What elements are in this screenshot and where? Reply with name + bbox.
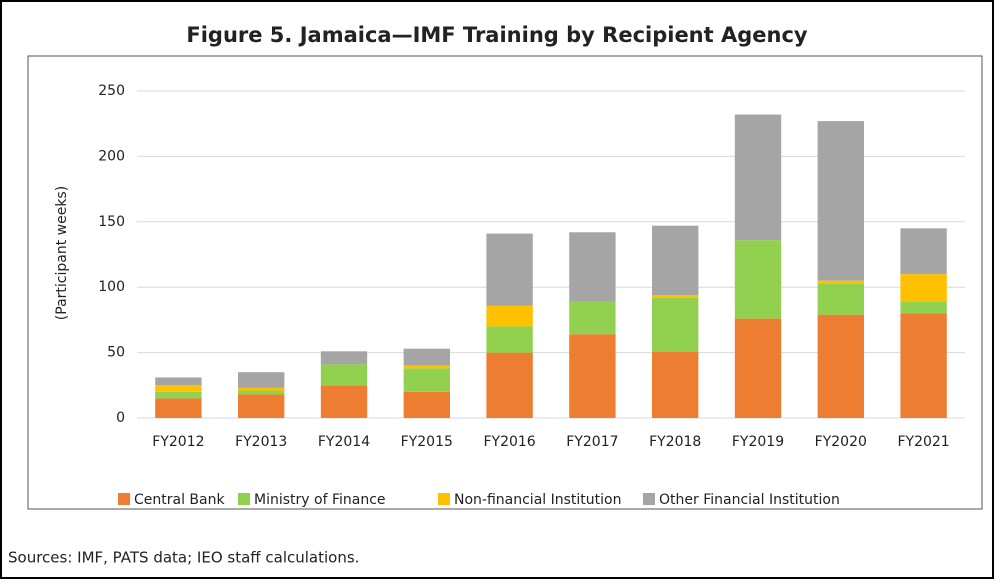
x-tick-label: FY2019 (732, 434, 784, 450)
bar-segment (817, 283, 864, 315)
x-tick-label: FY2012 (152, 434, 204, 450)
bar-segment (238, 387, 285, 391)
bar-segment (155, 398, 202, 418)
bar-segment (155, 391, 202, 399)
bar-segment (569, 232, 616, 302)
bar-segment (486, 233, 533, 306)
bar-segment (652, 295, 699, 298)
bar-segment (238, 390, 285, 395)
source-note: Sources: IMF, PATS data; IEO staff calcu… (8, 549, 359, 567)
y-tick-label: 150 (98, 214, 125, 230)
x-tick-label: FY2018 (649, 434, 701, 450)
bar-segment (652, 351, 699, 418)
bar-segment (403, 391, 450, 418)
legend-swatch (438, 493, 450, 505)
bar-segment (817, 121, 864, 281)
chart-title: Figure 5. Jamaica—IMF Training by Recipi… (186, 23, 808, 47)
bar-segment (817, 314, 864, 418)
bar-segment (900, 301, 947, 314)
bar-segment (817, 280, 864, 284)
bar-segment (734, 318, 782, 418)
bar-segment (900, 313, 947, 418)
x-tick-label: FY2021 (897, 434, 949, 450)
legend-label: Non-financial Institution (454, 492, 621, 508)
bar-segment (320, 351, 368, 365)
bar-segment (155, 377, 202, 386)
y-tick-label: 0 (116, 410, 125, 426)
bar-segment (320, 364, 368, 386)
bar-segment (900, 228, 947, 275)
legend-label: Ministry of Finance (254, 492, 386, 508)
x-tick-label: FY2020 (815, 434, 867, 450)
x-tick-label: FY2016 (483, 434, 535, 450)
x-tick-label: FY2013 (235, 434, 287, 450)
x-tick-label: FY2017 (566, 434, 618, 450)
x-tick-label: FY2015 (401, 434, 453, 450)
y-tick-label: 200 (98, 148, 125, 164)
bar-segment (486, 352, 533, 418)
bar-segment (652, 225, 699, 296)
bar-segment (569, 334, 616, 418)
bar-segment (900, 274, 947, 302)
y-tick-label: 100 (98, 279, 125, 295)
legend-swatch (118, 493, 130, 505)
legend-label: Other Financial Institution (659, 492, 840, 508)
bar-segment (238, 372, 285, 388)
bar-segment (652, 297, 699, 352)
bar-segment (734, 114, 782, 241)
y-tick-label: 50 (107, 345, 125, 361)
y-tick-label: 250 (98, 83, 125, 99)
bar-segment (403, 368, 450, 392)
legend-swatch (643, 493, 655, 505)
bar-segment (569, 301, 616, 335)
bar-segment (403, 348, 450, 366)
bar-segment (734, 240, 782, 319)
bar-segment (486, 326, 533, 353)
legend-swatch (238, 493, 250, 505)
bar-segment (403, 365, 450, 369)
bar-segment (238, 394, 285, 418)
bar-segment (320, 385, 368, 418)
bar-segment (486, 305, 533, 327)
legend-label: Central Bank (134, 492, 225, 508)
y-axis-label: (Participant weeks) (54, 186, 70, 320)
bar-segment (155, 385, 202, 392)
x-tick-label: FY2014 (318, 434, 370, 450)
